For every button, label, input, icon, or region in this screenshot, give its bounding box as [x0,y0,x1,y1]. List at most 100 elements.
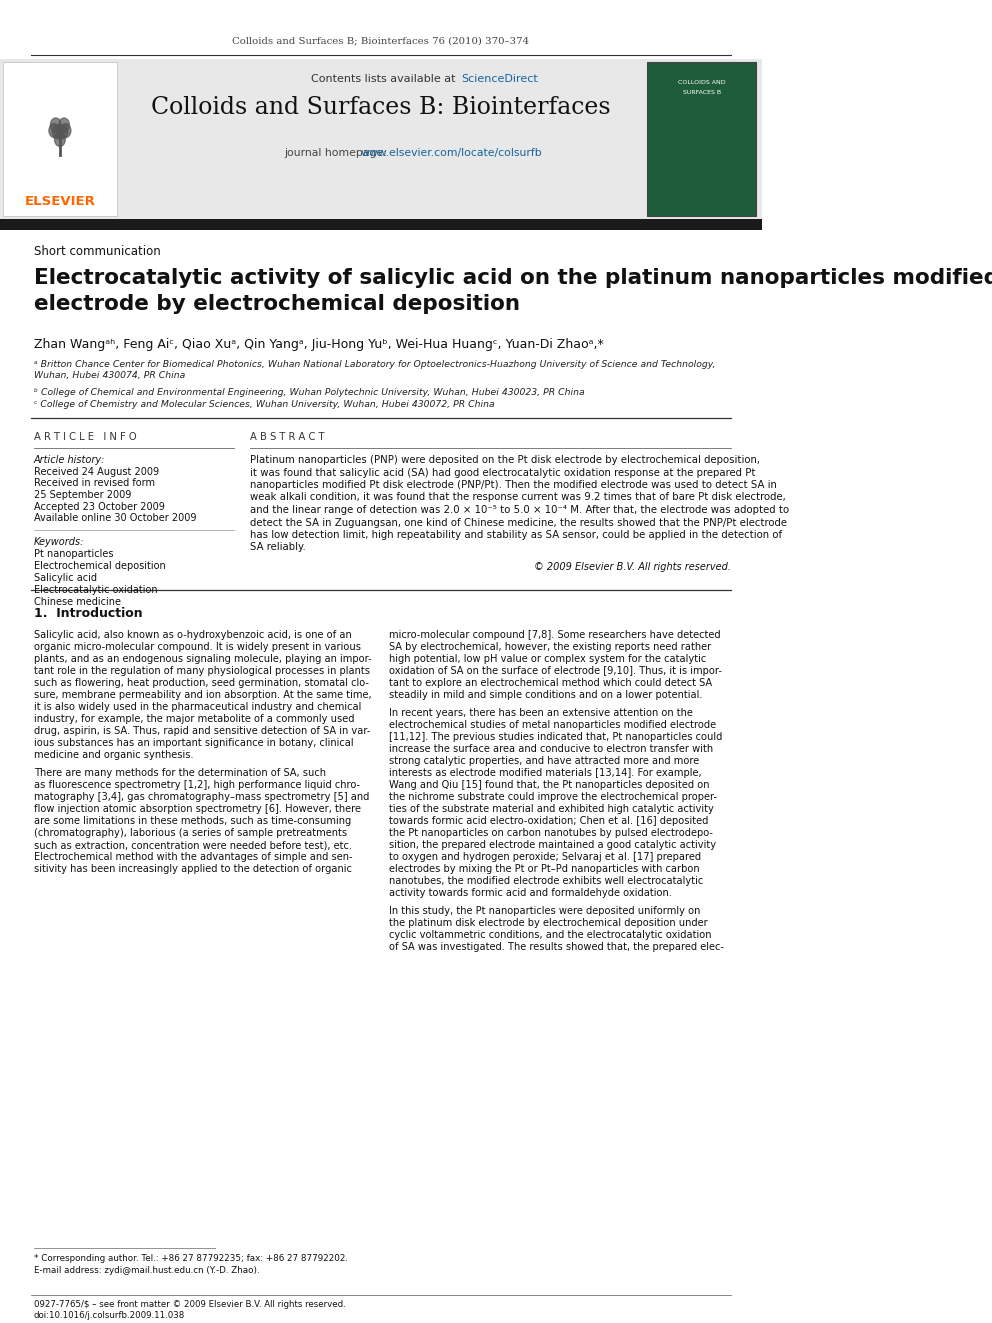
Text: ious substances has an important significance in botany, clinical: ious substances has an important signifi… [34,738,353,747]
Text: steadily in mild and simple conditions and on a lower potential.: steadily in mild and simple conditions a… [389,691,702,700]
Text: A R T I C L E   I N F O: A R T I C L E I N F O [34,433,137,442]
Text: such as flowering, heat production, seed germination, stomatal clo-: such as flowering, heat production, seed… [34,677,369,688]
Text: SA by electrochemical, however, the existing reports need rather: SA by electrochemical, however, the exis… [389,642,711,652]
Text: electrochemical studies of metal nanoparticles modified electrode: electrochemical studies of metal nanopar… [389,720,715,730]
Text: matography [3,4], gas chromatography–mass spectrometry [5] and: matography [3,4], gas chromatography–mas… [34,792,369,802]
Text: There are many methods for the determination of SA, such: There are many methods for the determina… [34,767,325,778]
Text: Received 24 August 2009: Received 24 August 2009 [34,467,159,478]
Text: [11,12]. The previous studies indicated that, Pt nanoparticles could: [11,12]. The previous studies indicated … [389,732,722,742]
Circle shape [51,118,62,132]
Circle shape [61,123,70,138]
Text: cyclic voltammetric conditions, and the electrocatalytic oxidation: cyclic voltammetric conditions, and the … [389,930,711,941]
Text: to oxygen and hydrogen peroxide; Selvaraj et al. [17] prepared: to oxygen and hydrogen peroxide; Selvara… [389,852,700,863]
Text: ᵇ College of Chemical and Environmental Engineering, Wuhan Polytechnic Universit: ᵇ College of Chemical and Environmental … [34,388,584,397]
Text: it is also widely used in the pharmaceutical industry and chemical: it is also widely used in the pharmaceut… [34,703,361,712]
Text: such as extraction, concentration were needed before test), etc.: such as extraction, concentration were n… [34,840,352,849]
Text: high potential, low pH value or complex system for the catalytic: high potential, low pH value or complex … [389,654,705,664]
Text: Keywords:: Keywords: [34,537,84,546]
Text: as fluorescence spectrometry [1,2], high performance liquid chro-: as fluorescence spectrometry [1,2], high… [34,781,360,790]
Text: Salicylic acid: Salicylic acid [34,573,97,583]
Text: In recent years, there has been an extensive attention on the: In recent years, there has been an exten… [389,708,692,718]
Text: sition, the prepared electrode maintained a good catalytic activity: sition, the prepared electrode maintaine… [389,840,715,849]
Circle shape [59,118,69,132]
Text: weak alkali condition, it was found that the response current was 9.2 times that: weak alkali condition, it was found that… [250,492,786,503]
Text: industry, for example, the major metabolite of a commonly used: industry, for example, the major metabol… [34,714,354,724]
Text: Electrochemical deposition: Electrochemical deposition [34,561,166,572]
Text: sitivity has been increasingly applied to the detection of organic: sitivity has been increasingly applied t… [34,864,351,875]
Text: 0927-7765/$ – see front matter © 2009 Elsevier B.V. All rights reserved.: 0927-7765/$ – see front matter © 2009 El… [34,1301,345,1308]
Text: © 2009 Elsevier B.V. All rights reserved.: © 2009 Elsevier B.V. All rights reserved… [534,562,731,572]
Text: SURFACES B: SURFACES B [682,90,721,95]
Circle shape [49,123,60,138]
Circle shape [53,124,62,139]
Text: Platinum nanoparticles (PNP) were deposited on the Pt disk electrode by electroc: Platinum nanoparticles (PNP) were deposi… [250,455,760,464]
Text: of SA was investigated. The results showed that, the prepared elec-: of SA was investigated. The results show… [389,942,723,953]
Text: ELSEVIER: ELSEVIER [25,194,95,208]
Text: ScienceDirect: ScienceDirect [461,74,539,83]
Text: activity towards formic acid and formaldehyde oxidation.: activity towards formic acid and formald… [389,888,672,898]
Text: Colloids and Surfaces B: Biointerfaces: Colloids and Surfaces B: Biointerfaces [151,97,611,119]
Text: oxidation of SA on the surface of electrode [9,10]. Thus, it is impor-: oxidation of SA on the surface of electr… [389,665,721,676]
Text: Pt nanoparticles: Pt nanoparticles [34,549,113,560]
Text: (chromatography), laborious (a series of sample pretreatments: (chromatography), laborious (a series of… [34,828,347,837]
Text: * Corresponding author. Tel.: +86 27 87792235; fax: +86 27 87792202.: * Corresponding author. Tel.: +86 27 877… [34,1254,348,1263]
Text: nanotubes, the modified electrode exhibits well electrocatalytic: nanotubes, the modified electrode exhibi… [389,876,702,886]
Text: doi:10.1016/j.colsurfb.2009.11.038: doi:10.1016/j.colsurfb.2009.11.038 [34,1311,186,1320]
Text: it was found that salicylic acid (SA) had good electrocatalytic oxidation respon: it was found that salicylic acid (SA) ha… [250,467,755,478]
Text: the Pt nanoparticles on carbon nanotubes by pulsed electrodepo-: the Pt nanoparticles on carbon nanotubes… [389,828,712,837]
Text: tant role in the regulation of many physiological processes in plants: tant role in the regulation of many phys… [34,665,370,676]
Text: A B S T R A C T: A B S T R A C T [250,433,324,442]
Text: Colloids and Surfaces B; Biointerfaces 76 (2010) 370–374: Colloids and Surfaces B; Biointerfaces 7… [232,36,530,45]
Text: ᶜ College of Chemistry and Molecular Sciences, Wuhan University, Wuhan, Hubei 43: ᶜ College of Chemistry and Molecular Sci… [34,400,494,409]
Text: Chinese medicine: Chinese medicine [34,597,121,607]
Text: Accepted 23 October 2009: Accepted 23 October 2009 [34,501,165,512]
Text: has low detection limit, high repeatability and stability as SA sensor, could be: has low detection limit, high repeatabil… [250,531,782,540]
Text: the nichrome substrate could improve the electrochemical proper-: the nichrome substrate could improve the… [389,792,716,802]
Text: medicine and organic synthesis.: medicine and organic synthesis. [34,750,193,759]
Text: Wang and Qiu [15] found that, the Pt nanoparticles deposited on: Wang and Qiu [15] found that, the Pt nan… [389,781,709,790]
Text: flow injection atomic absorption spectrometry [6]. However, there: flow injection atomic absorption spectro… [34,804,361,814]
Text: organic micro-molecular compound. It is widely present in various: organic micro-molecular compound. It is … [34,642,361,652]
Text: and the linear range of detection was 2.0 × 10⁻⁵ to 5.0 × 10⁻⁴ M. After that, th: and the linear range of detection was 2.… [250,505,789,515]
Text: Available online 30 October 2009: Available online 30 October 2009 [34,513,196,523]
Circle shape [55,132,65,147]
Text: journal homepage:: journal homepage: [284,148,391,157]
Text: Electrocatalytic oxidation: Electrocatalytic oxidation [34,585,158,595]
Text: 25 September 2009: 25 September 2009 [34,490,131,500]
Text: strong catalytic properties, and have attracted more and more: strong catalytic properties, and have at… [389,755,698,766]
Text: Article history:: Article history: [34,455,105,464]
Text: the platinum disk electrode by electrochemical deposition under: the platinum disk electrode by electroch… [389,918,707,927]
Text: electrodes by mixing the Pt or Pt–Pd nanoparticles with carbon: electrodes by mixing the Pt or Pt–Pd nan… [389,864,699,875]
Text: interests as electrode modified materials [13,14]. For example,: interests as electrode modified material… [389,767,701,778]
Text: towards formic acid electro-oxidation; Chen et al. [16] deposited: towards formic acid electro-oxidation; C… [389,816,708,826]
Text: www.elsevier.com/locate/colsurfb: www.elsevier.com/locate/colsurfb [361,148,543,157]
Text: SA reliably.: SA reliably. [250,542,306,553]
Text: detect the SA in Zuguangsan, one kind of Chinese medicine, the results showed th: detect the SA in Zuguangsan, one kind of… [250,517,787,528]
Circle shape [57,124,67,139]
Text: ᵃ Britton Chance Center for Biomedical Photonics, Wuhan National Laboratory for : ᵃ Britton Chance Center for Biomedical P… [34,360,715,380]
Text: COLLOIDS AND: COLLOIDS AND [678,79,725,85]
Text: Salicylic acid, also known as o-hydroxybenzoic acid, is one of an: Salicylic acid, also known as o-hydroxyb… [34,630,351,640]
Text: sure, membrane permeability and ion absorption. At the same time,: sure, membrane permeability and ion abso… [34,691,371,700]
Text: micro-molecular compound [7,8]. Some researchers have detected: micro-molecular compound [7,8]. Some res… [389,630,720,640]
FancyBboxPatch shape [3,62,117,216]
Text: tant to explore an electrochemical method which could detect SA: tant to explore an electrochemical metho… [389,677,711,688]
Text: increase the surface area and conducive to electron transfer with: increase the surface area and conducive … [389,744,712,754]
Text: drug, aspirin, is SA. Thus, rapid and sensitive detection of SA in var-: drug, aspirin, is SA. Thus, rapid and se… [34,726,370,736]
Text: In this study, the Pt nanoparticles were deposited uniformly on: In this study, the Pt nanoparticles were… [389,906,700,916]
Text: plants, and as an endogenous signaling molecule, playing an impor-: plants, and as an endogenous signaling m… [34,654,372,664]
FancyBboxPatch shape [0,60,762,220]
Text: are some limitations in these methods, such as time-consuming: are some limitations in these methods, s… [34,816,351,826]
Text: Zhan Wangᵃʰ, Feng Aiᶜ, Qiao Xuᵃ, Qin Yangᵃ, Jiu-Hong Yuᵇ, Wei-Hua Huangᶜ, Yuan-D: Zhan Wangᵃʰ, Feng Aiᶜ, Qiao Xuᵃ, Qin Yan… [34,337,603,351]
Text: Received in revised form: Received in revised form [34,479,155,488]
Text: Contents lists available at: Contents lists available at [310,74,459,83]
Text: nanoparticles modified Pt disk electrode (PNP/Pt). Then the modified electrode w: nanoparticles modified Pt disk electrode… [250,480,777,490]
Text: E-mail address: zydi@mail.hust.edu.cn (Y.-D. Zhao).: E-mail address: zydi@mail.hust.edu.cn (Y… [34,1266,260,1275]
FancyBboxPatch shape [0,220,762,230]
Text: Short communication: Short communication [34,245,161,258]
Text: Electrocatalytic activity of salicylic acid on the platinum nanoparticles modifi: Electrocatalytic activity of salicylic a… [34,269,992,314]
Text: 1.  Introduction: 1. Introduction [34,607,143,620]
FancyBboxPatch shape [648,62,756,216]
Text: Electrochemical method with the advantages of simple and sen-: Electrochemical method with the advantag… [34,852,352,863]
Text: ties of the substrate material and exhibited high catalytic activity: ties of the substrate material and exhib… [389,804,713,814]
